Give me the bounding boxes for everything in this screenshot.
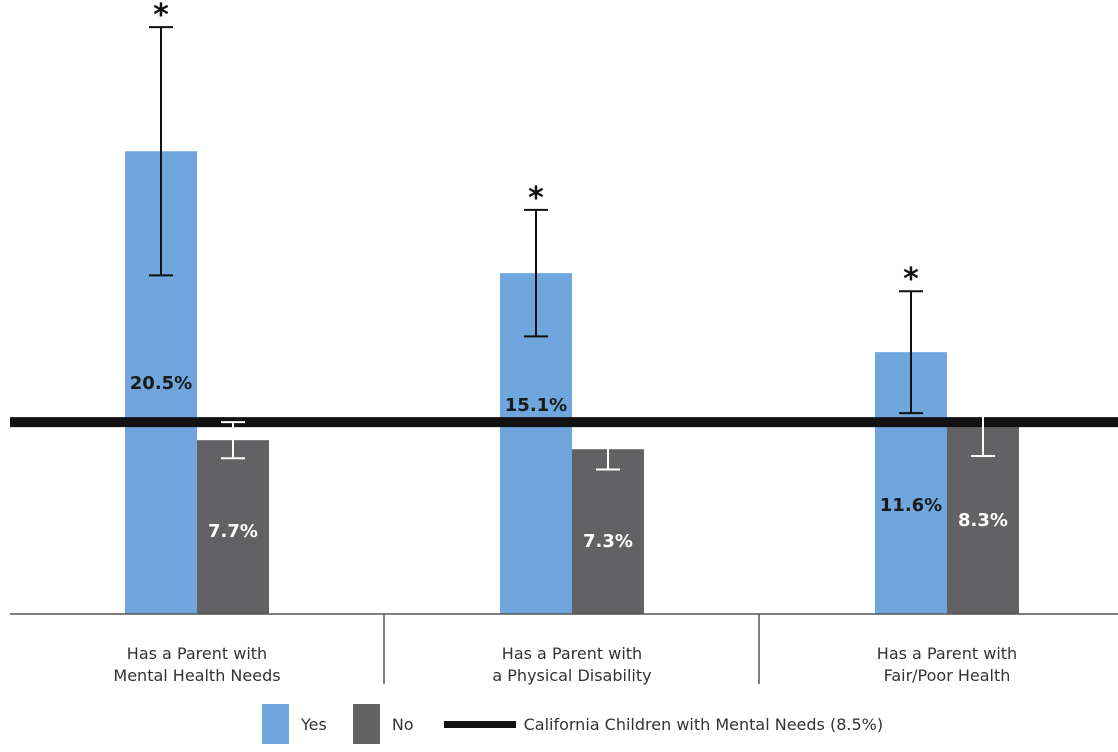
chart: * * * 20.5% 15.1% 11.6% 7.7% 7.3% 8.3% Has a Pa… bbox=[10, 0, 1118, 685]
bar-no-3 bbox=[947, 426, 1019, 614]
category-label-line: Has a Parent with bbox=[877, 644, 1017, 663]
error-bars-group: * * * bbox=[149, 0, 995, 471]
category-label-line: Has a Parent with bbox=[127, 644, 267, 663]
legend: Yes No California Children with Mental N… bbox=[262, 704, 883, 744]
value-label-no-2: 7.3% bbox=[583, 531, 633, 552]
significance-star-1: * bbox=[153, 0, 169, 33]
bar-no-2 bbox=[572, 449, 644, 614]
bar-no-1 bbox=[197, 440, 269, 614]
value-label-yes-1: 20.5% bbox=[130, 373, 192, 394]
bars-group bbox=[125, 151, 1019, 614]
legend-yes-label: Yes bbox=[301, 714, 327, 734]
significance-star-3: * bbox=[903, 262, 919, 297]
category-label-line: Mental Health Needs bbox=[113, 666, 280, 685]
legend-reference-line-label: California Children with Mental Needs (8… bbox=[523, 714, 884, 734]
legend-reference-line-swatch bbox=[443, 720, 516, 728]
category-label-3: Has a Parent with Fair/Poor Health bbox=[877, 644, 1017, 685]
reference-line bbox=[10, 417, 1118, 428]
category-label-1: Has a Parent with Mental Health Needs bbox=[113, 644, 280, 685]
significance-star-2: * bbox=[528, 181, 544, 216]
legend-yes-swatch bbox=[262, 704, 289, 744]
category-label-line: Fair/Poor Health bbox=[884, 666, 1011, 685]
category-label-2: Has a Parent with a Physical Disability bbox=[492, 644, 651, 685]
legend-no-swatch bbox=[352, 704, 380, 744]
value-label-no-3: 8.3% bbox=[958, 510, 1008, 531]
category-label-line: a Physical Disability bbox=[492, 666, 651, 685]
value-label-no-1: 7.7% bbox=[208, 521, 258, 542]
value-label-yes-3: 11.6% bbox=[880, 495, 942, 516]
x-axis: Has a Parent with Mental Health NeedsHas … bbox=[10, 613, 1118, 685]
category-label-line: Has a Parent with bbox=[502, 644, 642, 663]
legend-no-label: No bbox=[391, 714, 414, 734]
value-labels-group: 20.5% 15.1% 11.6% 7.7% 7.3% 8.3% bbox=[130, 373, 1008, 552]
reference-line-group bbox=[10, 417, 1118, 428]
value-label-yes-2: 15.1% bbox=[505, 395, 567, 416]
